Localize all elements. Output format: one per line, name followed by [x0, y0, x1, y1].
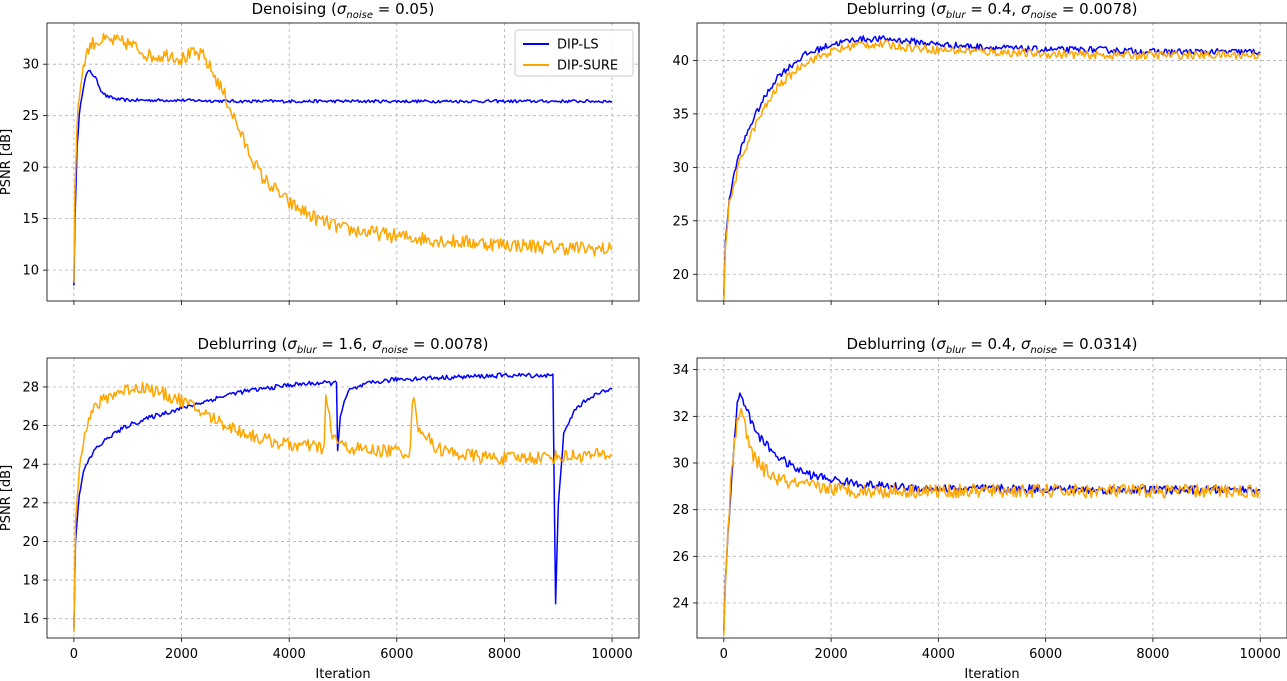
y-tick-label: 15 [22, 212, 39, 227]
series-line-dip-ls [723, 35, 1261, 296]
subplot-title: Deblurring (σblur = 0.4, σnoise = 0.0078… [846, 0, 1137, 21]
x-tick-label: 6000 [1029, 647, 1062, 662]
y-tick-label: 32 [672, 410, 689, 425]
y-tick-label: 30 [22, 58, 39, 73]
y-tick-label: 10 [22, 264, 39, 279]
legend-entry: DIP-LS [557, 38, 599, 53]
y-tick-label: 20 [22, 161, 39, 176]
y-axis-label: PSNR [dB] [0, 129, 14, 195]
x-tick-label: 0 [70, 647, 78, 662]
axes-frame [696, 357, 1287, 639]
subplot-3: 0 2000 4000 6000 8000 10000 16 18 20 22 24 26 28 PSNR… [0, 335, 640, 681]
x-tick-label: 8000 [488, 647, 521, 662]
x-tick-label: 2000 [165, 647, 198, 662]
axes-frame [46, 22, 640, 302]
subplot-1: 10 15 20 25 30 PSNR [dB] Denoising (σnoise = 0… [0, 0, 640, 305]
y-tick-label: 24 [22, 458, 39, 473]
y-tick-label: 18 [22, 574, 39, 589]
x-tick-label: 6000 [380, 647, 413, 662]
y-tick-label: 40 [672, 54, 689, 69]
y-tick-label: 25 [672, 214, 689, 229]
y-tick-label: 22 [22, 496, 39, 511]
y-tick-label: 20 [22, 535, 39, 550]
y-tick-label: 30 [672, 161, 689, 176]
axes-frame [696, 22, 1287, 302]
y-tick-label: 34 [672, 363, 689, 378]
plot-area [73, 372, 613, 633]
x-tick-label: 10000 [1240, 647, 1281, 662]
subplot-2: 20 25 30 35 40 Deblurring (σblur = 0.4, σnois… [672, 0, 1287, 305]
subplot-title: Deblurring (σblur = 0.4, σnoise = 0.0314… [846, 335, 1137, 356]
y-tick-label: 24 [672, 597, 689, 612]
plot-area [723, 35, 1261, 301]
x-tick-label: 4000 [922, 647, 955, 662]
y-tick-label: 26 [672, 550, 689, 565]
y-tick-label: 25 [22, 109, 39, 124]
plot-area [723, 392, 1261, 636]
y-tick-label: 16 [22, 612, 39, 627]
y-tick-label: 26 [22, 419, 39, 434]
subplot-4: 0 2000 4000 6000 8000 10000 24 26 28 30 32 34 Iterat… [672, 335, 1287, 681]
x-axis-label: Iteration [315, 667, 370, 681]
y-tick-label: 28 [672, 503, 689, 518]
x-axis-label: Iteration [964, 667, 1019, 681]
y-tick-label: 35 [672, 107, 689, 122]
series-line-dip-ls [723, 392, 1261, 632]
x-tick-label: 0 [720, 647, 728, 662]
series-line-dip-ls [73, 69, 613, 286]
x-tick-label: 8000 [1136, 647, 1169, 662]
legend: DIP-LS DIP-SURE [514, 29, 634, 77]
plot-area [73, 32, 613, 286]
series-line-dip-sure [723, 407, 1261, 636]
y-axis-label: PSNR [dB] [0, 465, 14, 531]
y-tick-label: 30 [672, 457, 689, 472]
x-tick-label: 2000 [815, 647, 848, 662]
y-tick-label: 28 [22, 380, 39, 395]
series-line-dip-sure [73, 32, 613, 283]
x-tick-label: 4000 [273, 647, 306, 662]
subplot-title: Denoising (σnoise = 0.05) [252, 0, 435, 21]
legend-entry: DIP-SURE [557, 59, 618, 74]
x-tick-label: 10000 [591, 647, 632, 662]
y-tick-label: 20 [672, 268, 689, 283]
axes-frame [46, 357, 640, 639]
series-line-dip-sure [73, 381, 613, 633]
series-line-dip-ls [73, 372, 613, 629]
subplot-title: Deblurring (σblur = 1.6, σnoise = 0.0078… [197, 335, 488, 356]
series-line-dip-sure [723, 39, 1261, 301]
